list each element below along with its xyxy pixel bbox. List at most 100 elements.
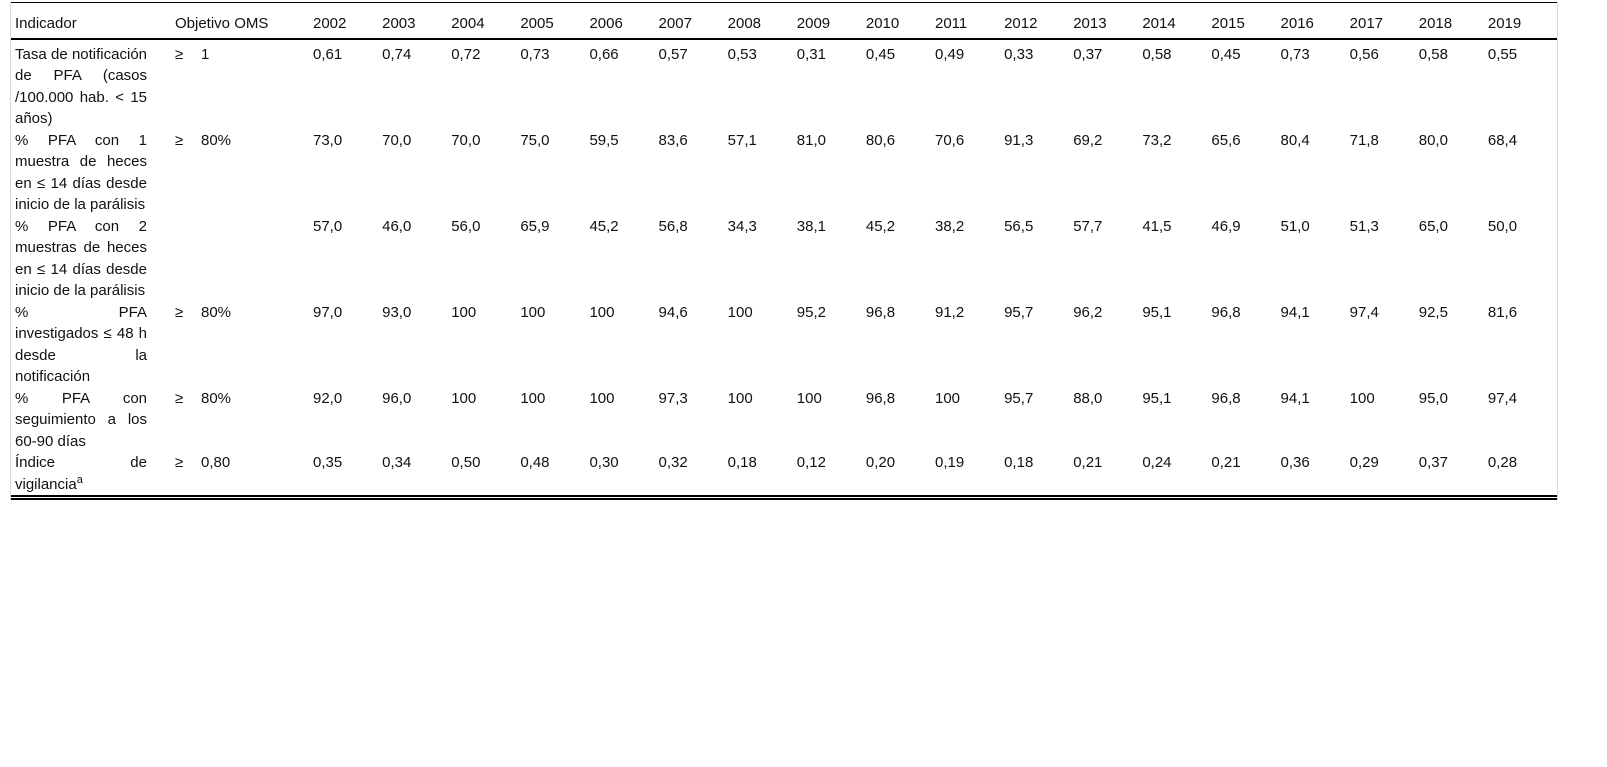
value-cell: 92,5 — [1418, 303, 1448, 321]
value-cell: 70,0 — [451, 131, 481, 149]
col-header-year-2006: 2006 — [589, 2, 659, 40]
footnote-marker: a — [76, 473, 83, 486]
value-cell: 88,0 — [1073, 389, 1103, 407]
indicator-label: % PFA con 1 muestra de heces en ≤ 14 día… — [15, 131, 147, 214]
value-cell: 0,28 — [1487, 454, 1518, 471]
value-cell: 95,1 — [1142, 389, 1172, 407]
value-cell: 56,8 — [658, 217, 688, 235]
objective-value: 80% — [201, 303, 232, 321]
value-cell: 56,5 — [1004, 217, 1034, 235]
value-cell: 94,6 — [658, 303, 688, 321]
value-cell: 70,6 — [934, 131, 965, 149]
table-row: % PFA con seguimiento a los 60-90 días ≥8… — [11, 388, 1557, 453]
col-header-year-2010: 2010 — [865, 2, 935, 40]
table-row: Índice de vigilanciaa ≥0,80 0,35 0,34 0,50 0,… — [11, 452, 1557, 498]
value-cell: 0,55 — [1487, 45, 1518, 63]
value-cell: 0,18 — [727, 454, 757, 471]
value-cell: 95,7 — [1004, 303, 1034, 321]
value-cell: 0,30 — [589, 454, 619, 471]
value-cell: 0,33 — [1004, 45, 1034, 63]
value-cell: 0,48 — [520, 454, 550, 471]
value-cell: 100 — [727, 389, 753, 407]
value-cell: 81,0 — [796, 131, 826, 149]
value-cell: 100 — [1349, 389, 1375, 407]
table-row: % PFA con 1 muestra de heces en ≤ 14 día… — [11, 130, 1557, 216]
value-cell: 0,21 — [1211, 454, 1241, 471]
value-cell: 96,2 — [1073, 303, 1103, 321]
value-cell: 97,3 — [658, 389, 688, 407]
value-cell: 0,50 — [451, 454, 481, 471]
objective-cell — [175, 216, 313, 302]
value-cell: 38,2 — [934, 217, 965, 235]
table-body: Tasa de notificación de PFA (casos /100.… — [11, 39, 1557, 498]
value-cell: 0,19 — [934, 454, 965, 471]
value-cell: 0,21 — [1073, 454, 1103, 471]
objective-cell: ≥80% — [175, 130, 313, 216]
indicator-cell: Tasa de notificación de PFA (casos /100.… — [11, 39, 175, 130]
value-cell: 0,74 — [382, 45, 412, 63]
indicator-label: % PFA con seguimiento a los 60-90 días — [15, 389, 147, 450]
value-cell: 80,6 — [865, 131, 896, 149]
value-cell: 57,7 — [1073, 217, 1103, 235]
value-cell: 51,0 — [1280, 217, 1310, 235]
value-cell: 0,37 — [1073, 45, 1103, 63]
col-header-indicator: Indicador — [11, 2, 175, 40]
value-cell: 97,4 — [1349, 303, 1379, 321]
value-cell: 0,24 — [1142, 454, 1172, 471]
value-cell: 97,0 — [313, 303, 343, 321]
value-cell: 92,0 — [313, 389, 343, 407]
value-cell: 70,0 — [382, 131, 412, 149]
value-cell: 80,0 — [1418, 131, 1448, 149]
value-cell: 0,29 — [1349, 454, 1379, 471]
value-cell: 0,57 — [658, 45, 688, 63]
value-cell: 57,0 — [313, 217, 343, 235]
col-header-year-2017: 2017 — [1349, 2, 1419, 40]
col-header-year-2009: 2009 — [796, 2, 866, 40]
col-header-year-2015: 2015 — [1211, 2, 1281, 40]
col-header-year-2018: 2018 — [1418, 2, 1488, 40]
value-cell: 95,2 — [796, 303, 826, 321]
value-cell: 68,4 — [1487, 131, 1518, 149]
value-cell: 0,72 — [451, 45, 481, 63]
value-cell: 0,36 — [1280, 454, 1310, 471]
value-cell: 0,34 — [382, 454, 412, 471]
value-cell: 45,2 — [865, 217, 896, 235]
indicators-table: Indicador Objetivo OMS 2002 2003 2004 2005 200… — [11, 2, 1557, 500]
value-cell: 38,1 — [796, 217, 826, 235]
col-header-year-2003: 2003 — [382, 2, 452, 40]
objective-symbol: ≥ — [175, 45, 184, 63]
value-cell: 0,49 — [934, 45, 965, 63]
value-cell: 71,8 — [1349, 131, 1379, 149]
value-cell: 100 — [589, 389, 615, 407]
objective-cell: ≥0,80 — [175, 452, 313, 498]
value-cell: 96,8 — [1211, 303, 1241, 321]
value-cell: 100 — [520, 389, 546, 407]
value-cell: 96,8 — [865, 389, 896, 407]
indicator-label: Índice de vigilancia — [15, 454, 147, 493]
col-header-year-2008: 2008 — [727, 2, 797, 40]
value-cell: 0,32 — [658, 454, 688, 471]
objective-value: 1 — [201, 45, 210, 63]
header-row: Indicador Objetivo OMS 2002 2003 2004 2005 200… — [11, 2, 1557, 40]
value-cell: 81,6 — [1487, 303, 1518, 321]
value-cell: 73,0 — [313, 131, 343, 149]
value-cell: 0,58 — [1418, 45, 1448, 63]
value-cell: 91,2 — [934, 303, 965, 321]
value-cell: 96,0 — [382, 389, 412, 407]
value-cell: 0,20 — [865, 454, 896, 471]
value-cell: 65,0 — [1418, 217, 1448, 235]
value-cell: 0,12 — [796, 454, 826, 471]
objective-symbol: ≥ — [175, 303, 184, 321]
value-cell: 65,9 — [520, 217, 550, 235]
value-cell: 80,4 — [1280, 131, 1310, 149]
col-header-year-2019: 2019 — [1487, 2, 1557, 40]
value-cell: 46,9 — [1211, 217, 1241, 235]
value-cell: 0,31 — [796, 45, 826, 63]
col-header-year-2005: 2005 — [520, 2, 590, 40]
table-row: % PFA investigados ≤ 48 h desde la notif… — [11, 302, 1557, 388]
value-cell: 0,45 — [865, 45, 896, 63]
value-cell: 0,37 — [1418, 454, 1448, 471]
col-header-year-2012: 2012 — [1004, 2, 1074, 40]
value-cell: 46,0 — [382, 217, 412, 235]
col-header-year-2016: 2016 — [1280, 2, 1350, 40]
